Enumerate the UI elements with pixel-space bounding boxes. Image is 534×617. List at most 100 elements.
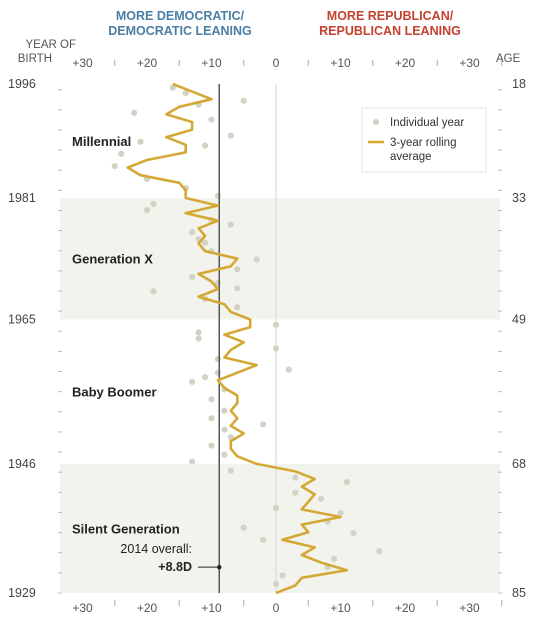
- x-tick-label-bottom: +30: [459, 601, 480, 615]
- x-tick-label-top: +10: [201, 56, 222, 70]
- x-tick-label-top: +20: [395, 56, 416, 70]
- individual-year-dot: [195, 335, 202, 342]
- age-tick-label: 49: [512, 313, 526, 327]
- individual-year-dot: [221, 407, 228, 414]
- individual-year-dot: [285, 366, 292, 373]
- individual-year-dot: [234, 285, 241, 292]
- x-tick-label-bottom: +10: [330, 601, 351, 615]
- generation-label: Generation X: [72, 252, 153, 267]
- individual-year-dot: [350, 529, 357, 537]
- age-tick-label: 33: [512, 191, 526, 205]
- generation-band-silent-generation: [60, 463, 500, 593]
- x-tick-label-top: +30: [72, 56, 93, 70]
- individual-year-dot: [195, 329, 202, 336]
- individual-year-dot: [221, 451, 228, 458]
- individual-year-dot: [343, 478, 351, 486]
- individual-year-dot: [272, 321, 280, 328]
- individual-year-dot: [118, 150, 125, 157]
- individual-year-dot: [376, 548, 383, 555]
- individual-year-dot: [143, 207, 151, 214]
- individual-year-dot: [150, 288, 157, 295]
- republican-header: MORE REPUBLICAN/ REPUBLICAN LEANING: [290, 9, 490, 39]
- year-tick-label: 1996: [8, 77, 36, 91]
- legend-rolling-label-line2: average: [390, 151, 432, 163]
- republican-header-line1: MORE REPUBLICAN/: [326, 9, 454, 23]
- individual-year-dot: [227, 132, 234, 139]
- x-tick-label-bottom: +30: [72, 601, 93, 615]
- individual-year-dot: [272, 580, 280, 587]
- individual-year-dot: [234, 304, 241, 311]
- x-tick-label-top: +30: [459, 56, 480, 70]
- year-tick-label: 1929: [8, 586, 36, 600]
- age-tick-label: 68: [512, 457, 526, 471]
- individual-year-dot: [214, 369, 222, 376]
- age-tick-label: 85: [512, 586, 526, 600]
- individual-year-dot: [111, 162, 118, 170]
- individual-year-dot: [208, 415, 215, 422]
- individual-year-dot: [189, 458, 196, 465]
- x-tick-label-top: +20: [137, 56, 158, 70]
- individual-year-dot: [292, 474, 299, 481]
- individual-year-dot: [150, 200, 157, 208]
- individual-year-dot: [201, 374, 209, 381]
- x-tick-label-top: 0: [273, 56, 280, 70]
- individual-year-dot: [292, 489, 299, 496]
- x-tick-label-bottom: +10: [201, 601, 222, 615]
- year-tick-label: 1946: [8, 457, 36, 471]
- year-of-birth-label-line1: YEAR OF: [25, 39, 76, 51]
- legend-box: [361, 107, 487, 173]
- individual-year-dot: [201, 239, 209, 246]
- individual-year-dot: [169, 84, 176, 91]
- individual-year-dot: [208, 116, 215, 123]
- legend-rolling-label-line1: 3-year rolling: [390, 137, 456, 149]
- rolling-average-line: [126, 82, 349, 595]
- individual-year-dot: [227, 221, 234, 228]
- x-tick-label-top: +10: [330, 56, 351, 70]
- overall-annotation-line2: +8.8D: [158, 560, 192, 574]
- individual-year-dot: [214, 192, 222, 199]
- individual-year-dot: [318, 495, 325, 502]
- year-tick-label: 1981: [8, 191, 36, 205]
- overall-annotation-line1: 2014 overall:: [120, 542, 192, 556]
- overall-annotation-marker: [217, 564, 222, 570]
- individual-year-dot: [208, 442, 215, 449]
- individual-year-dot: [189, 229, 196, 236]
- republican-header-line2: REPUBLICAN LEANING: [319, 24, 461, 38]
- individual-year-dot: [240, 97, 247, 104]
- legend-dot-swatch: [372, 118, 380, 126]
- generation-label: Silent Generation: [72, 521, 180, 536]
- x-tick-label-bottom: 0: [273, 601, 280, 615]
- democratic-header-line2: DEMOCRATIC LEANING: [108, 24, 252, 38]
- individual-year-dot: [221, 426, 228, 433]
- individual-year-dot: [253, 256, 260, 263]
- individual-year-dot: [260, 421, 267, 428]
- democratic-header: MORE DEMOCRATIC/ DEMOCRATIC LEANING: [80, 9, 280, 39]
- individual-year-dot: [330, 555, 338, 562]
- individual-year-dot: [182, 90, 189, 97]
- x-tick-label-bottom: +20: [395, 601, 416, 615]
- individual-year-dot: [337, 510, 344, 517]
- individual-year-dot: [260, 536, 267, 543]
- individual-year-dot: [189, 273, 196, 281]
- generation-label: Millennial: [72, 134, 131, 149]
- generation-band-generation-x: [60, 197, 500, 320]
- individual-year-dot: [272, 345, 280, 352]
- individual-year-dot: [227, 467, 234, 474]
- individual-year-dot: [279, 572, 286, 579]
- individual-year-dot: [189, 378, 196, 385]
- individual-year-dot: [214, 355, 222, 363]
- x-tick-label-bottom: +20: [137, 601, 158, 615]
- individual-year-dot: [208, 396, 215, 403]
- individual-year-dot: [234, 266, 241, 273]
- individual-year-dot: [201, 142, 209, 149]
- individual-year-dot: [131, 109, 138, 116]
- individual-year-dot: [272, 504, 280, 512]
- individual-year-dot: [137, 138, 144, 145]
- year-tick-label: 1965: [8, 313, 36, 327]
- generation-label: Baby Boomer: [72, 385, 157, 400]
- legend-individual-label: Individual year: [390, 117, 464, 129]
- age-tick-label: 18: [512, 77, 526, 91]
- democratic-header-line1: MORE DEMOCRATIC/: [115, 9, 245, 23]
- year-of-birth-label-line2: BIRTH: [17, 53, 52, 65]
